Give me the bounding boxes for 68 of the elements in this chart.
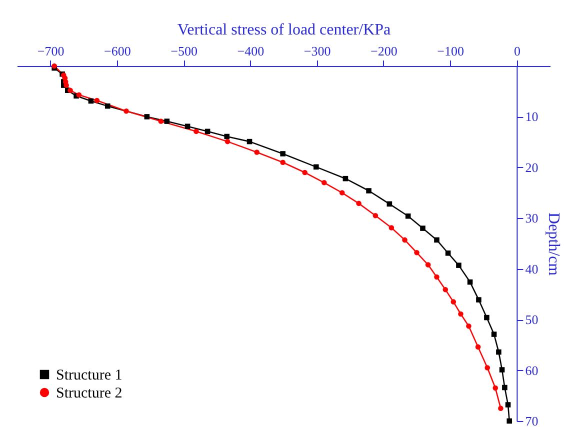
point — [475, 344, 481, 350]
point — [492, 385, 498, 391]
point — [224, 138, 230, 144]
point — [466, 324, 472, 329]
x-tick-label: −500 — [170, 44, 198, 58]
point — [450, 299, 456, 304]
point — [280, 160, 286, 165]
point — [164, 118, 170, 124]
point — [484, 365, 490, 370]
point — [491, 332, 497, 337]
point — [76, 92, 82, 98]
y-tick-label: 10 — [525, 109, 538, 124]
x-tick-label: −400 — [237, 44, 264, 58]
point — [366, 188, 372, 194]
point — [339, 190, 345, 196]
y-tick-label: 70 — [525, 414, 538, 427]
point — [224, 134, 230, 140]
point — [499, 367, 505, 372]
point — [476, 297, 482, 302]
y-tick-label: 30 — [525, 210, 538, 226]
point — [434, 274, 440, 280]
point — [442, 287, 448, 292]
point — [402, 237, 408, 243]
point — [505, 402, 511, 408]
y-tick-label: 60 — [525, 362, 538, 378]
point — [420, 226, 426, 231]
x-tick-label: −600 — [104, 44, 131, 58]
x-tick-label: −300 — [304, 44, 331, 58]
x-tick-label: −100 — [437, 44, 464, 58]
point — [124, 108, 129, 114]
point — [496, 349, 502, 355]
point — [458, 311, 464, 317]
y-tick-label: 20 — [525, 160, 538, 175]
point — [194, 128, 199, 134]
point — [321, 180, 327, 186]
y-tick-label: 50 — [525, 312, 538, 328]
point — [414, 250, 420, 256]
point — [405, 213, 411, 219]
x-tick-label: 0 — [514, 44, 520, 58]
point — [445, 250, 451, 256]
x-tick-label: −700 — [37, 44, 64, 58]
point — [498, 406, 504, 411]
point — [64, 82, 69, 88]
point — [502, 384, 508, 390]
point — [506, 418, 512, 424]
point — [314, 164, 319, 170]
point — [425, 262, 431, 268]
point — [94, 98, 100, 104]
point — [484, 314, 490, 320]
x-tick-label: −200 — [370, 44, 398, 58]
point — [434, 237, 440, 243]
point — [372, 212, 378, 218]
legend-label: Structure 1 — [56, 368, 122, 384]
point — [254, 150, 260, 155]
point — [68, 88, 73, 93]
point — [302, 170, 308, 176]
y-axis-title: Depth/cm — [545, 212, 562, 276]
point — [144, 114, 150, 120]
y-tick-label: 40 — [525, 261, 538, 276]
point — [356, 200, 362, 206]
point — [184, 124, 190, 129]
point — [158, 118, 164, 124]
legend-label: Structure 2 — [56, 386, 122, 402]
x-axis-title: Vertical stress of load center/KPa — [177, 22, 391, 38]
point — [280, 151, 286, 156]
point — [104, 103, 110, 109]
point — [388, 225, 394, 230]
point — [456, 262, 462, 268]
